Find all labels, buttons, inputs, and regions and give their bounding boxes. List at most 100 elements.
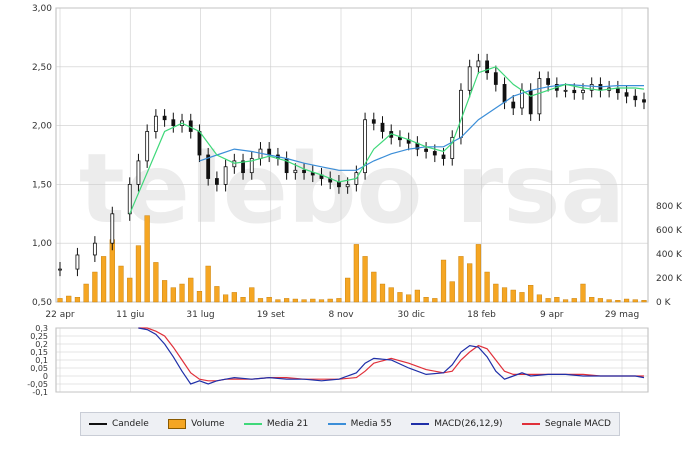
candle-body [493,72,498,85]
volume-bar [623,298,630,303]
watermark: telebo rsa [79,133,625,245]
price-y-tick-label: 2,00 [32,122,52,132]
candle-body [371,119,376,124]
candle-body [337,181,341,188]
x-tick-label: 8 nov [328,310,354,320]
volume-bar [205,265,211,303]
legend-label-signal: Segnale MACD [544,419,611,429]
volume-bar [327,298,333,303]
volume-bar [362,256,368,303]
legend-swatch-macd [411,423,430,425]
candle-body [75,254,80,270]
volume-bar [423,297,429,303]
legend-swatch-volume [168,419,187,429]
volume-bar [275,299,281,303]
volume-y-tick-label: 400 K [656,250,683,260]
legend-swatch-candele [89,423,107,425]
volume-y-tick-label: 800 K [656,202,683,212]
volume-bar [571,298,577,303]
x-axis: 22 apr 11 giu 31 lug 19 set 8 nov 30 dic 18 fe… [45,310,639,320]
volume-bar [554,297,560,303]
x-tick-label: 19 set [257,310,286,320]
volume-bar [641,300,647,303]
candle-body [223,166,228,185]
legend-item-candele[interactable]: Candele [89,419,149,429]
legend-swatch-media55 [327,423,346,425]
candle-body [511,101,516,109]
price-y-tick-label: 0,50 [32,298,52,308]
volume-bar [449,281,455,303]
legend-item-volume[interactable]: Volume [168,419,225,429]
volume-bar [196,291,203,303]
volume-bar [153,262,159,303]
volume-y-tick-label: 200 K [656,274,683,284]
candle-body [153,115,158,132]
candle-body [467,66,472,91]
macd-y-tick-label: 0,05 [30,364,48,373]
candle-body [58,268,62,271]
volume-bar [414,289,420,303]
legend-label-media21: Media 21 [266,419,309,429]
legend-item-signal[interactable]: Segnale MACD [521,419,611,429]
volume-bar [92,271,98,303]
volume-bar [318,299,325,303]
volume-bar [458,256,464,303]
legend-item-media21[interactable]: Media 21 [243,419,309,429]
volume-bar [353,244,359,303]
candle-body [459,89,463,138]
macd-y-tick-label: -0,05 [27,380,48,389]
volume-bar [467,263,473,303]
volume-bar [74,297,81,303]
x-tick-label: 30 dic [398,310,426,320]
volume-bar [379,283,386,303]
volume-bar [371,271,377,303]
candle-body [136,160,141,185]
price-y-tick-label: 1,00 [32,239,52,249]
volume-bar [301,299,307,303]
candle-body [214,178,219,185]
volume-bar [606,299,612,303]
legend-item-media55[interactable]: Media 55 [327,419,392,429]
volume-bar [266,297,272,303]
volume-bar [284,298,290,303]
candle-body [572,89,577,94]
media21-line [129,66,645,215]
volume-y-tick-label: 600 K [656,226,683,236]
macd-y-tick-label: 0,25 [30,332,48,341]
candle-body [441,154,446,159]
volume-bar [188,277,194,303]
volume-bar [66,295,72,303]
macd-y-tick-label: 0,1 [35,356,48,365]
volume-bar [589,297,595,303]
volume-bar [597,298,604,303]
volume-bar [432,298,438,303]
candle-body [450,136,455,159]
volume-bar [345,277,351,303]
candle-body [171,119,176,127]
macd-y-tick-label: 0,15 [30,348,48,357]
volume-bar [57,298,63,303]
chart-legend: Candele Volume Media 21 Media 55 MACD(26… [80,412,620,436]
volume-bar [223,294,229,303]
legend-swatch-media21 [243,423,262,425]
volume-bar [440,259,447,303]
candle-body [546,78,551,85]
volume-bar [475,244,481,303]
candle-body [589,84,594,91]
candle-body [267,148,272,156]
candle-body [485,60,490,74]
candle-body [528,89,533,115]
volume-bar [257,298,264,303]
volume-bars [57,215,647,303]
price-y-axis: 0,50 1,00 1,50 2,00 2,50 3,00 [32,4,52,308]
candle-body [145,131,150,162]
macd-y-tick-label: 0,2 [35,340,48,349]
candle-body [380,122,385,132]
legend-item-macd[interactable]: MACD(26,12,9) [411,419,503,429]
legend-label-media55: Media 55 [350,419,392,429]
candle-body [127,183,132,215]
legend-label-candele: Candele [112,419,149,429]
candle-body [345,183,350,188]
